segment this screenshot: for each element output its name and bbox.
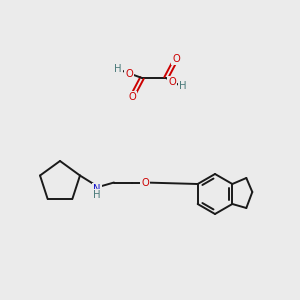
- Text: O: O: [168, 77, 176, 87]
- Text: O: O: [128, 92, 136, 102]
- Text: H: H: [93, 190, 101, 200]
- Text: N: N: [93, 184, 101, 194]
- Text: H: H: [114, 64, 122, 74]
- Text: O: O: [125, 69, 133, 79]
- Text: O: O: [141, 178, 149, 188]
- Text: H: H: [179, 81, 187, 91]
- Text: O: O: [172, 54, 180, 64]
